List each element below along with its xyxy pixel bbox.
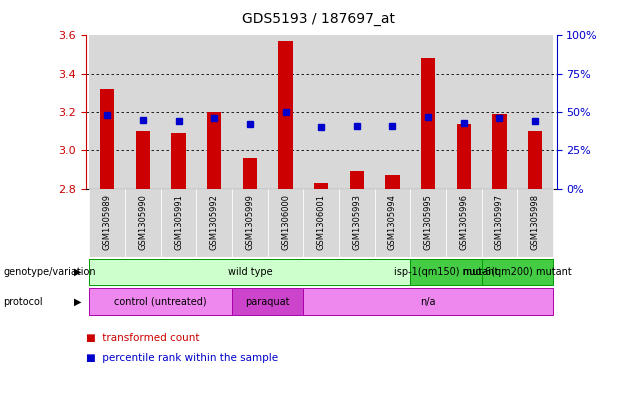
- Text: ■  percentile rank within the sample: ■ percentile rank within the sample: [86, 353, 278, 363]
- Text: GSM1305997: GSM1305997: [495, 194, 504, 250]
- Text: GDS5193 / 187697_at: GDS5193 / 187697_at: [242, 12, 394, 26]
- Text: isp-1(qm150) mutant: isp-1(qm150) mutant: [394, 267, 498, 277]
- Bar: [481, 35, 517, 189]
- Bar: [528, 131, 543, 189]
- Bar: [375, 35, 410, 189]
- Bar: [481, 189, 517, 257]
- Bar: [410, 189, 446, 257]
- Bar: [197, 35, 232, 189]
- Bar: [90, 35, 125, 189]
- Bar: [303, 288, 553, 315]
- Bar: [517, 35, 553, 189]
- Bar: [232, 35, 268, 189]
- Bar: [90, 259, 410, 285]
- Bar: [303, 35, 339, 189]
- Bar: [125, 189, 161, 257]
- Bar: [279, 41, 293, 189]
- Text: GSM1306001: GSM1306001: [317, 194, 326, 250]
- Text: ▶: ▶: [74, 267, 81, 277]
- Text: GSM1305999: GSM1305999: [245, 194, 254, 250]
- Bar: [90, 189, 125, 257]
- Bar: [385, 175, 399, 189]
- Bar: [481, 259, 553, 285]
- Text: GSM1305994: GSM1305994: [388, 194, 397, 250]
- Text: GSM1305989: GSM1305989: [103, 194, 112, 250]
- Bar: [172, 133, 186, 189]
- Text: GSM1305993: GSM1305993: [352, 194, 361, 250]
- Text: n/a: n/a: [420, 297, 436, 307]
- Bar: [303, 189, 339, 257]
- Text: GSM1305995: GSM1305995: [424, 194, 432, 250]
- Bar: [90, 288, 232, 315]
- Bar: [421, 58, 435, 189]
- Bar: [492, 114, 507, 189]
- Text: genotype/variation: genotype/variation: [3, 267, 96, 277]
- Bar: [232, 189, 268, 257]
- Text: ■  transformed count: ■ transformed count: [86, 333, 199, 343]
- Bar: [446, 189, 481, 257]
- Bar: [350, 171, 364, 189]
- Bar: [197, 189, 232, 257]
- Bar: [243, 158, 257, 189]
- Bar: [339, 35, 375, 189]
- Bar: [207, 112, 221, 189]
- Bar: [232, 288, 303, 315]
- Text: ▶: ▶: [74, 297, 81, 307]
- Bar: [410, 259, 481, 285]
- Text: GSM1305990: GSM1305990: [139, 194, 148, 250]
- Bar: [268, 35, 303, 189]
- Bar: [268, 189, 303, 257]
- Text: GSM1305992: GSM1305992: [210, 194, 219, 250]
- Text: control (untreated): control (untreated): [114, 297, 207, 307]
- Bar: [125, 35, 161, 189]
- Text: paraquat: paraquat: [245, 297, 290, 307]
- Bar: [446, 35, 481, 189]
- Bar: [517, 189, 553, 257]
- Text: GSM1305996: GSM1305996: [459, 194, 468, 250]
- Text: wild type: wild type: [228, 267, 272, 277]
- Text: GSM1306000: GSM1306000: [281, 194, 290, 250]
- Bar: [410, 35, 446, 189]
- Bar: [100, 89, 114, 189]
- Bar: [314, 183, 328, 189]
- Bar: [375, 189, 410, 257]
- Text: protocol: protocol: [3, 297, 43, 307]
- Text: GSM1305998: GSM1305998: [530, 194, 539, 250]
- Bar: [161, 189, 197, 257]
- Bar: [161, 35, 197, 189]
- Text: GSM1305991: GSM1305991: [174, 194, 183, 250]
- Bar: [339, 189, 375, 257]
- Bar: [457, 123, 471, 189]
- Text: nuo-6(qm200) mutant: nuo-6(qm200) mutant: [463, 267, 572, 277]
- Bar: [135, 131, 150, 189]
